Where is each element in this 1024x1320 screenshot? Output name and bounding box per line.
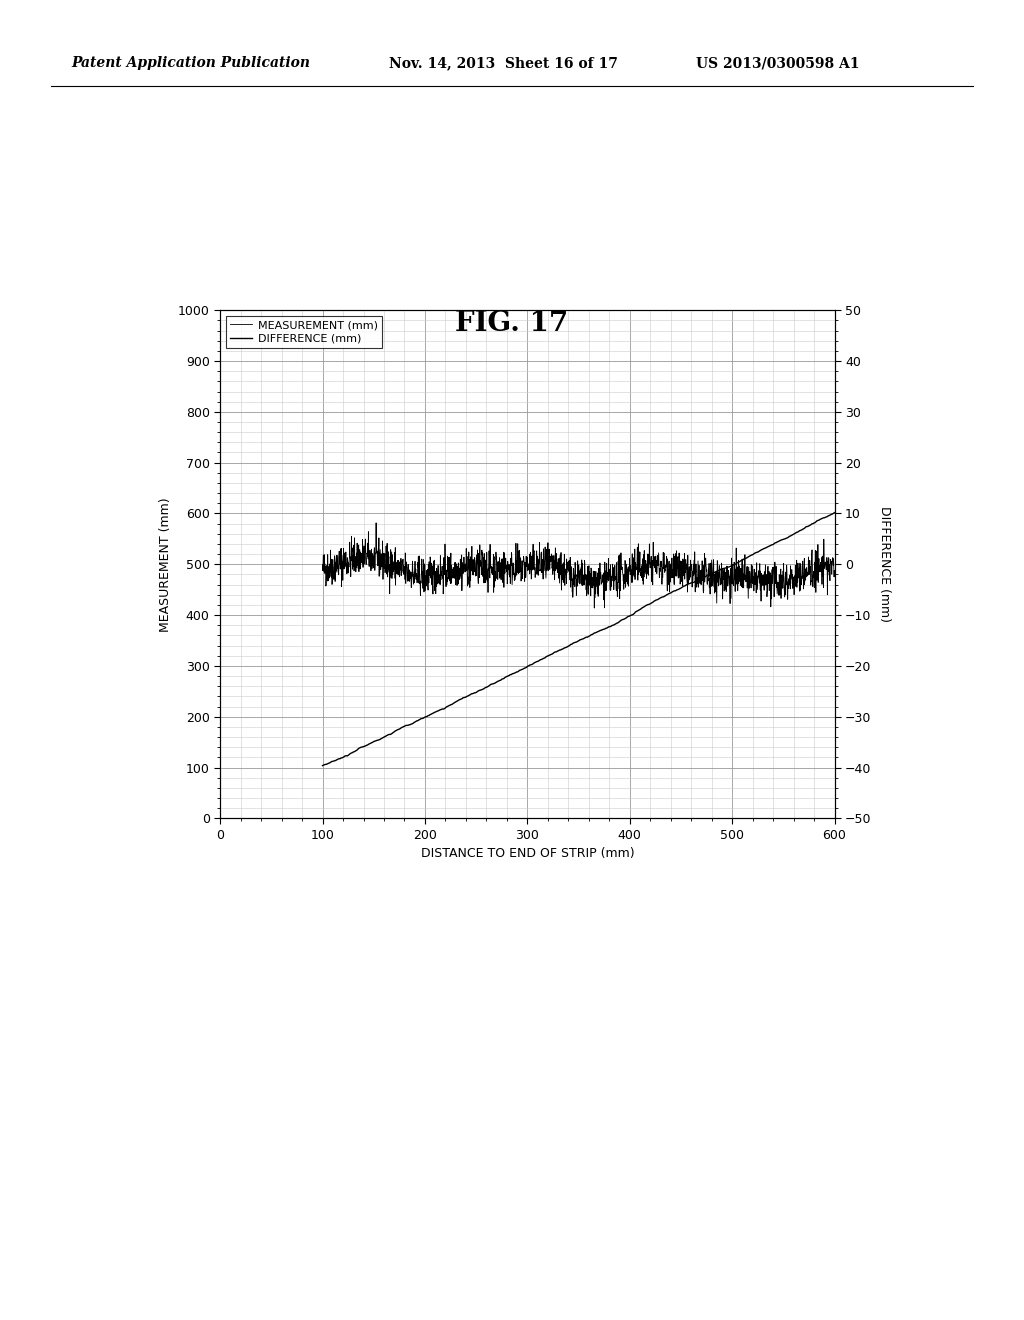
DIFFERENCE (mm)	[559, 640, 571, 656]
Y-axis label: MEASUREMENT (mm): MEASUREMENT (mm)	[160, 498, 172, 631]
Text: US 2013/0300598 A1: US 2013/0300598 A1	[696, 57, 860, 70]
MEASUREMENT (mm)	[828, 568, 841, 583]
DIFFERENCE (mm)	[828, 504, 841, 520]
MEASUREMENT (mm)	[552, 550, 564, 566]
MEASUREMENT (mm)	[814, 558, 826, 574]
DIFFERENCE (mm)	[736, 552, 749, 568]
DIFFERENCE (mm)	[594, 623, 606, 639]
Line: DIFFERENCE (mm): DIFFERENCE (mm)	[323, 512, 835, 766]
MEASUREMENT (mm)	[588, 601, 600, 616]
Text: Patent Application Publication: Patent Application Publication	[72, 57, 310, 70]
MEASUREMENT (mm)	[370, 515, 382, 531]
X-axis label: DISTANCE TO END OF STRIP (mm): DISTANCE TO END OF STRIP (mm)	[421, 847, 634, 861]
DIFFERENCE (mm)	[622, 609, 634, 624]
DIFFERENCE (mm)	[816, 511, 828, 527]
MEASUREMENT (mm)	[316, 557, 329, 573]
Text: FIG. 17: FIG. 17	[456, 310, 568, 337]
Text: Nov. 14, 2013  Sheet 16 of 17: Nov. 14, 2013 Sheet 16 of 17	[389, 57, 618, 70]
MEASUREMENT (mm)	[343, 554, 355, 570]
MEASUREMENT (mm)	[565, 573, 578, 589]
DIFFERENCE (mm)	[562, 638, 574, 653]
MEASUREMENT (mm)	[720, 583, 732, 599]
Y-axis label: DIFFERENCE (mm): DIFFERENCE (mm)	[878, 507, 891, 622]
Line: MEASUREMENT (mm): MEASUREMENT (mm)	[323, 523, 835, 609]
MEASUREMENT (mm)	[814, 564, 826, 579]
DIFFERENCE (mm)	[316, 758, 329, 774]
Legend: MEASUREMENT (mm), DIFFERENCE (mm): MEASUREMENT (mm), DIFFERENCE (mm)	[225, 315, 382, 348]
